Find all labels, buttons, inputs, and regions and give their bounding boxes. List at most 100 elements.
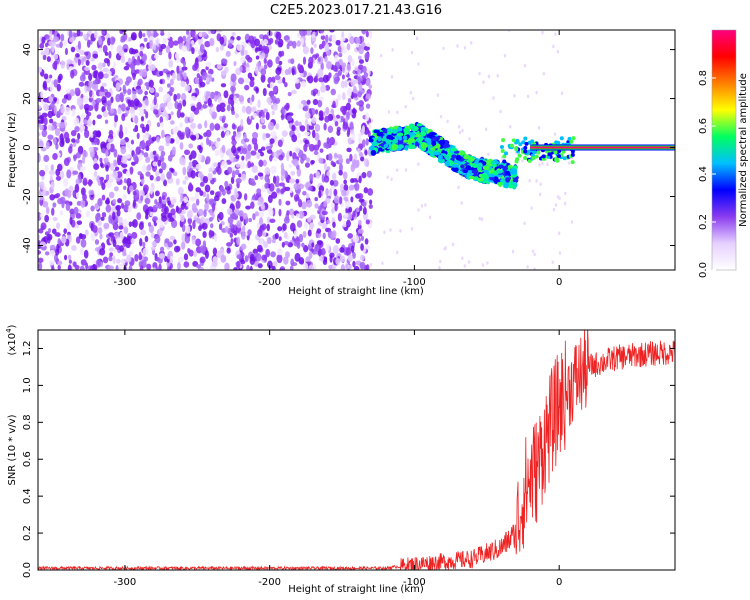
heatmap-cell — [208, 68, 214, 75]
heatmap-cell — [257, 172, 264, 177]
top-x-tick-label: -100 — [403, 277, 426, 288]
heatmap-cell — [258, 217, 264, 226]
heatmap-cell — [117, 263, 123, 270]
heatmap-cell — [270, 95, 276, 100]
heatmap-cell — [300, 80, 307, 88]
heatmap-cell — [289, 265, 294, 270]
heatmap-cell — [274, 232, 279, 240]
heatmap-cell — [118, 130, 124, 139]
heatmap-cell — [234, 207, 239, 216]
heatmap-cell — [134, 69, 141, 74]
heatmap-cell — [291, 67, 295, 76]
top-x-tick-label: -300 — [114, 277, 137, 288]
heatmap-cell — [137, 80, 142, 88]
heatmap-cell — [331, 207, 335, 215]
heatmap-cell — [350, 178, 355, 184]
heatmap-cell — [202, 175, 209, 184]
heatmap-cell — [296, 240, 301, 249]
heatmap-cell — [53, 137, 57, 145]
heatmap-cell — [56, 110, 60, 117]
heatmap-cell — [239, 160, 246, 170]
heatmap-cell — [208, 167, 213, 173]
heatmap-cell — [283, 241, 290, 246]
heatmap-cell — [261, 223, 267, 230]
heatmap-cell — [211, 111, 217, 120]
heatmap-cell — [338, 156, 344, 165]
heatmap-cell — [153, 96, 157, 106]
heatmap-cell — [231, 145, 237, 154]
heatmap-cell — [318, 190, 322, 199]
heatmap-cell — [170, 111, 174, 116]
heatmap-cell — [339, 255, 346, 263]
heatmap-cell — [309, 222, 315, 229]
heatmap-cell — [108, 191, 115, 199]
heatmap-cell — [44, 214, 50, 223]
heatmap-cell — [488, 173, 496, 178]
colorbar-label: Normalized spectral amplitude — [738, 73, 749, 227]
heatmap-cell — [127, 88, 132, 96]
heatmap-cell — [198, 171, 203, 178]
colorbar: 0.0 0.2 0.4 0.6 0.8 Normalized spectral ampl… — [698, 29, 749, 278]
heatmap-cell — [534, 154, 539, 159]
heatmap-cell — [194, 46, 198, 52]
heatmap-cell — [109, 36, 116, 45]
heatmap-cell — [359, 254, 365, 261]
heatmap-cell — [43, 117, 48, 126]
heatmap-cell — [312, 98, 319, 106]
heatmap-cell — [227, 216, 234, 224]
heatmap-cell — [97, 130, 101, 138]
heatmap-cell — [191, 202, 197, 212]
heatmap-cell — [184, 149, 191, 156]
heatmap-cell — [229, 232, 234, 238]
heatmap-cell — [260, 68, 267, 76]
heatmap-cell — [85, 210, 91, 218]
heatmap-cell — [487, 74, 491, 79]
heatmap-cell — [271, 191, 278, 199]
heatmap-cell — [162, 37, 168, 44]
heatmap-cell — [43, 154, 50, 163]
heatmap-cell — [563, 201, 567, 206]
heatmap-cell — [144, 197, 151, 205]
heatmap-cell — [93, 30, 98, 39]
heatmap-cell — [117, 154, 121, 163]
heatmap-cell — [283, 35, 290, 41]
heatmap-cell — [63, 178, 69, 187]
heatmap-cell — [49, 194, 56, 201]
heatmap-cell — [205, 91, 212, 97]
heatmap-cell — [324, 115, 330, 123]
heatmap-cell — [209, 216, 213, 222]
heatmap-cell — [69, 216, 73, 225]
heatmap-cell — [123, 226, 129, 235]
heatmap-cell — [48, 170, 55, 176]
heatmap-cell — [143, 152, 149, 158]
heatmap-cell — [298, 233, 304, 243]
heatmap-cell — [358, 59, 365, 64]
heatmap-cell — [167, 252, 171, 260]
heatmap-cell — [341, 62, 347, 68]
heatmap-cell — [512, 177, 519, 184]
heatmap-cell — [47, 110, 53, 119]
heatmap-cell — [212, 247, 218, 256]
heatmap-cell — [87, 105, 94, 112]
heatmap-cell — [389, 228, 392, 232]
heatmap-cell — [130, 161, 136, 166]
heatmap-cell — [159, 116, 164, 124]
heatmap-cell — [79, 265, 85, 270]
heatmap-cell — [100, 176, 104, 186]
heatmap-cell — [150, 232, 155, 239]
heatmap-cell — [277, 38, 284, 48]
heatmap-cell — [140, 229, 147, 236]
heatmap-cell — [339, 247, 345, 253]
heatmap-cell — [103, 110, 108, 118]
heatmap-cell — [528, 178, 531, 183]
heatmap-cell — [278, 154, 284, 161]
bottom-y-axis-label: SNR (10 * v/v) — [7, 414, 18, 485]
heatmap-cell — [260, 146, 266, 151]
heatmap-cell — [192, 64, 198, 71]
heatmap-cell — [86, 118, 92, 127]
heatmap-cell — [347, 97, 352, 103]
heatmap-cell — [212, 145, 216, 151]
heatmap-cell — [238, 173, 242, 178]
heatmap-cell — [346, 43, 351, 51]
heatmap-cell — [312, 129, 316, 139]
